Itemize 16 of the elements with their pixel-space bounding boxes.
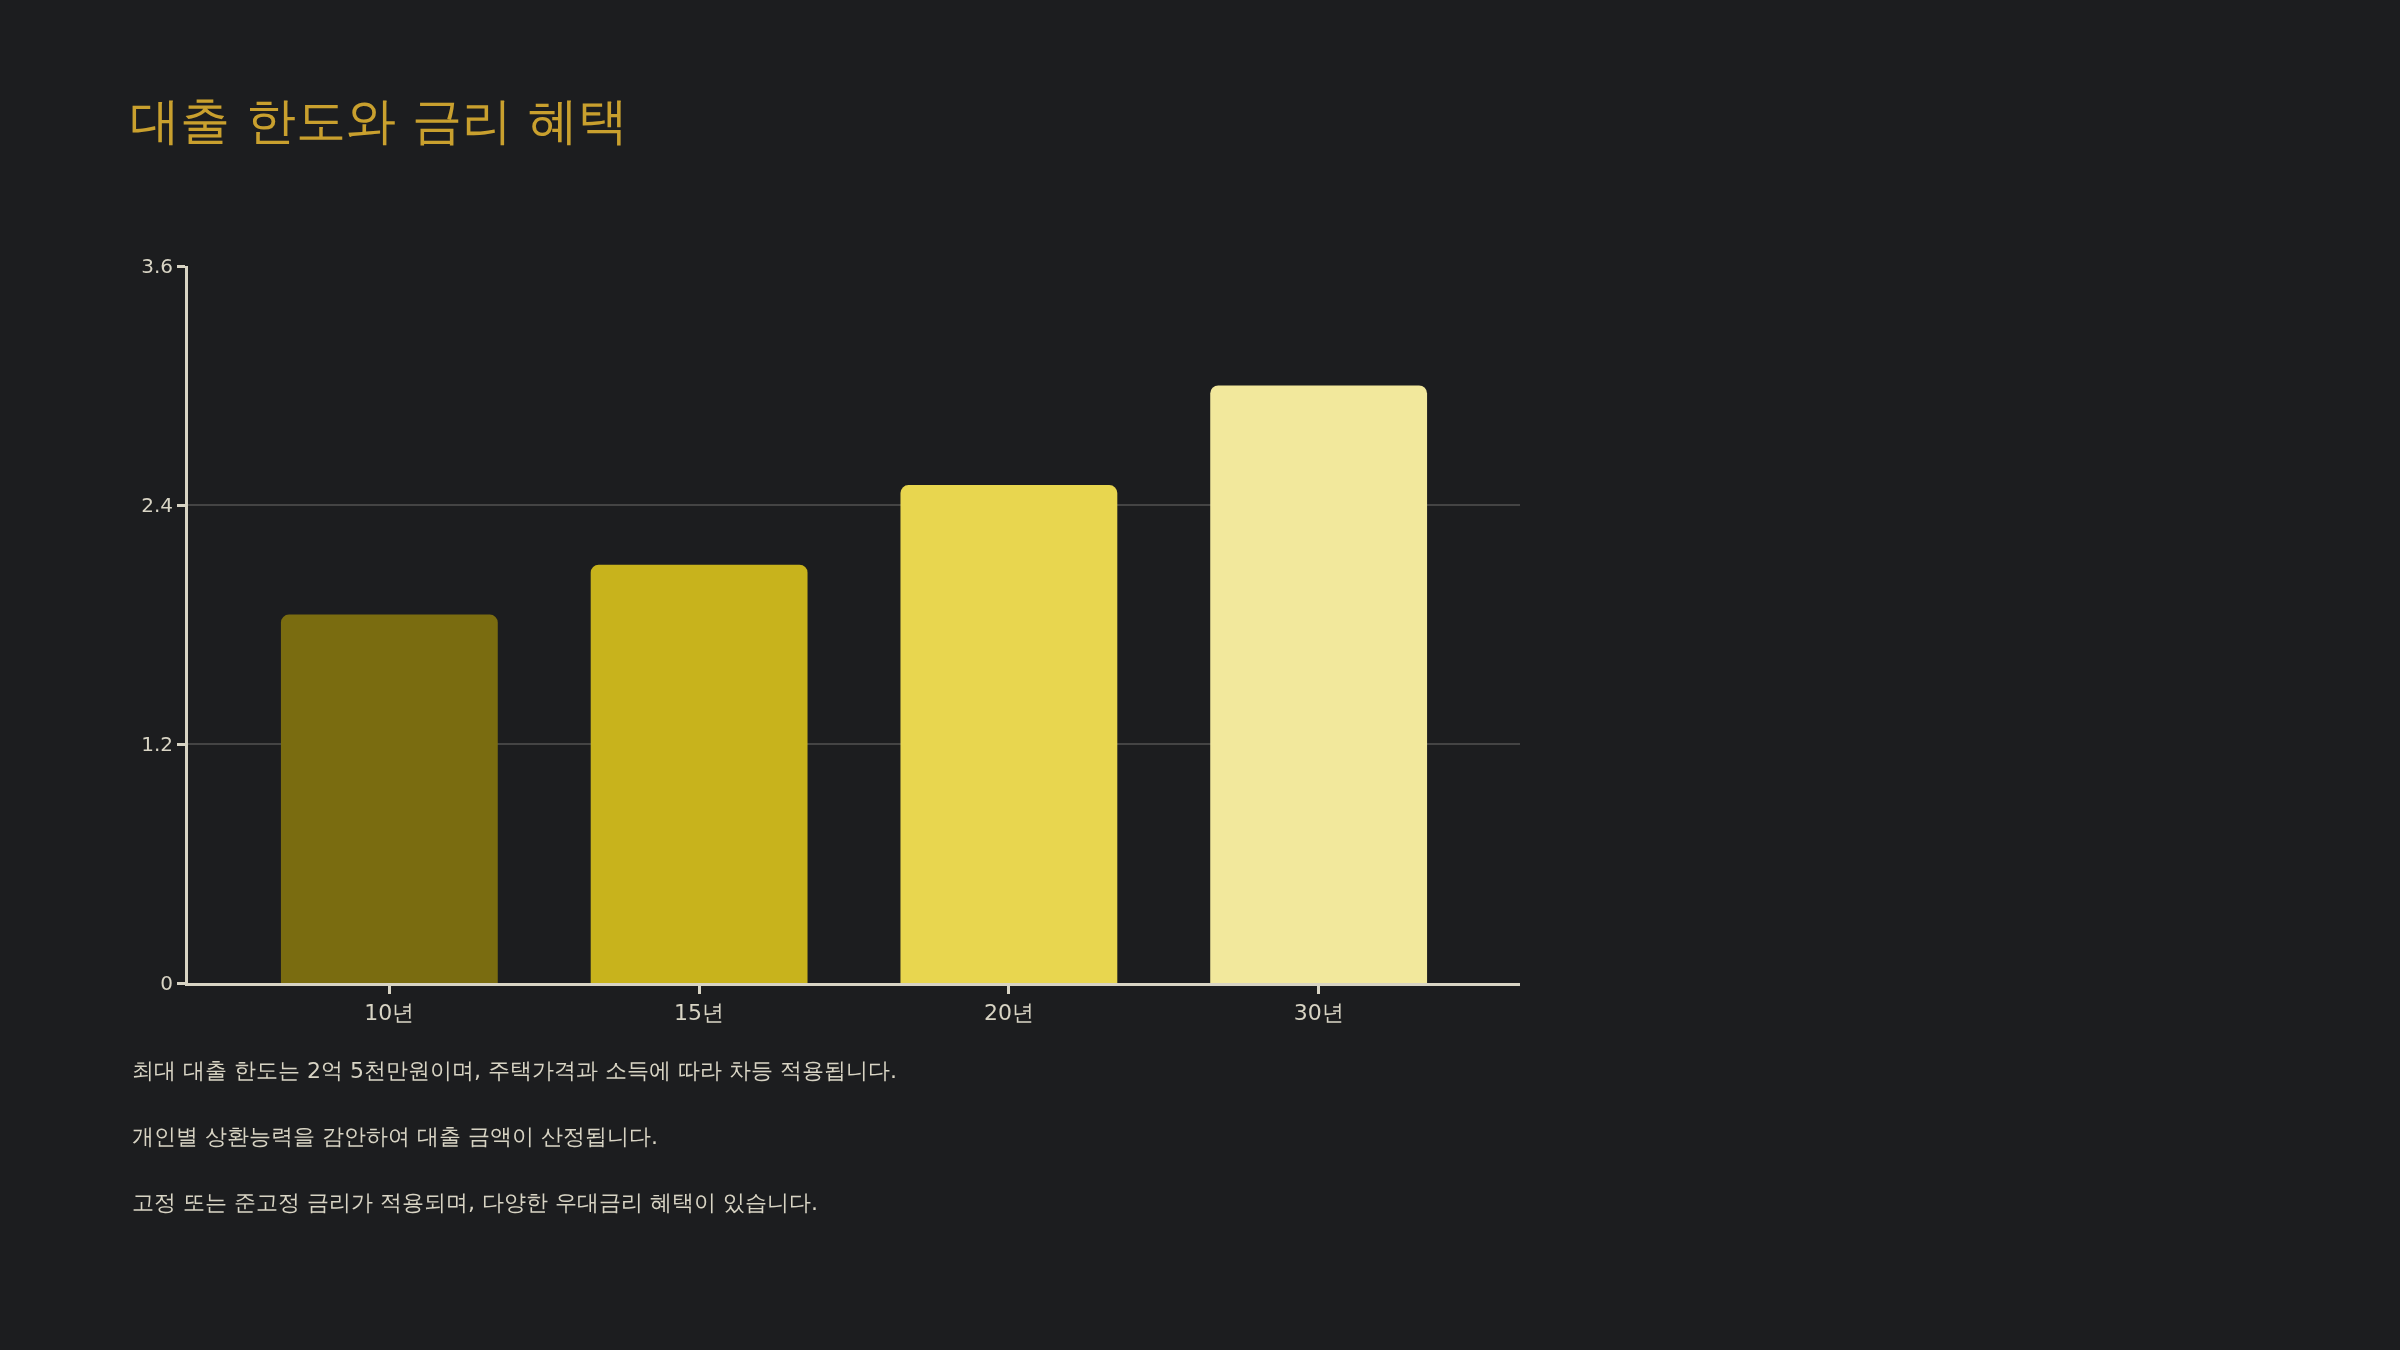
x-tick-label: 15년 xyxy=(674,1000,725,1026)
y-tick-label: 2.4 xyxy=(141,493,173,517)
text: 최대 대출 한도는 2억 5천만원이며, 주택가격과 소득에 따라 차등 적용됩니다. xyxy=(132,1058,897,1083)
y-tick-label: 0 xyxy=(160,971,173,995)
x-tick-label: 30년 xyxy=(1293,1000,1344,1026)
chart-title: 대출 한도와 금리 혜택 xyxy=(130,91,628,150)
x-tick-label: 20년 xyxy=(983,1000,1034,1026)
bar xyxy=(280,614,498,983)
bar xyxy=(590,564,808,983)
text: 고정 또는 준고정 금리가 적용되며, 다양한 우대금리 혜택이 있습니다. xyxy=(132,1190,818,1215)
y-tick-label: 1.2 xyxy=(141,732,173,756)
text: 개인별 상환능력을 감안하여 대출 금액이 산정됩니다. xyxy=(132,1124,658,1149)
bar xyxy=(900,485,1118,983)
bar xyxy=(1210,385,1428,983)
y-tick-label: 3.6 xyxy=(141,254,173,278)
x-tick-label: 10년 xyxy=(364,1000,415,1026)
